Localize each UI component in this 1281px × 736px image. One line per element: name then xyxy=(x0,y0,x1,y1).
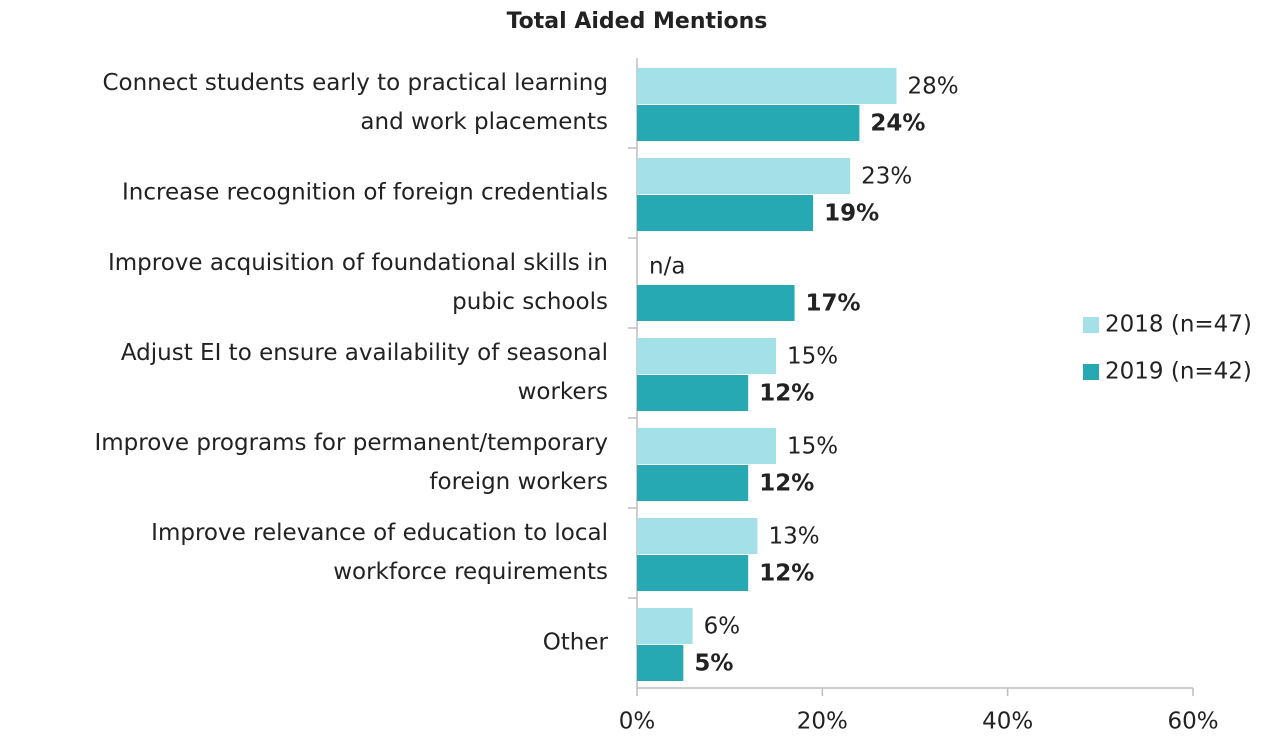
bar xyxy=(637,158,851,194)
value-label: 13% xyxy=(768,524,819,550)
value-label: 6% xyxy=(704,614,741,640)
category-label: Increase recognition of foreign credenti… xyxy=(122,180,608,206)
x-tick-label: 0% xyxy=(619,709,656,735)
legend-swatch xyxy=(1083,364,1099,380)
value-label: 15% xyxy=(787,344,838,370)
bar xyxy=(637,68,897,104)
chart-title: Total Aided Mentions xyxy=(507,9,768,34)
value-label: 28% xyxy=(907,74,958,100)
value-label: 12% xyxy=(759,471,814,497)
value-label: 5% xyxy=(694,651,733,677)
category-label: Improve acquisition of foundational skil… xyxy=(108,250,608,276)
category-label: pubic schools xyxy=(452,289,608,315)
bar xyxy=(637,518,758,554)
bar xyxy=(637,338,776,374)
category-label: foreign workers xyxy=(429,469,608,495)
bar xyxy=(637,285,795,321)
value-label: 12% xyxy=(759,561,814,587)
category-label: Other xyxy=(543,630,609,656)
x-tick-label: 60% xyxy=(1167,709,1218,735)
bar xyxy=(637,555,749,591)
bar xyxy=(637,465,749,501)
x-tick-label: 20% xyxy=(797,709,848,735)
value-label: 12% xyxy=(759,381,814,407)
value-label: n/a xyxy=(649,254,685,280)
bar xyxy=(637,645,684,681)
category-label: Adjust EI to ensure availability of seas… xyxy=(121,340,608,366)
bar xyxy=(637,375,749,411)
value-label: 24% xyxy=(870,111,925,137)
category-label: and work placements xyxy=(360,109,608,135)
category-label: workforce requirements xyxy=(333,559,608,585)
legend-label: 2019 (n=42) xyxy=(1105,359,1252,385)
bar xyxy=(637,428,776,464)
x-tick-label: 40% xyxy=(982,709,1033,735)
value-label: 15% xyxy=(787,434,838,460)
category-label: Improve relevance of education to local xyxy=(151,520,608,546)
bar xyxy=(637,195,814,231)
legend-swatch xyxy=(1083,317,1099,333)
value-label: 19% xyxy=(824,201,879,227)
category-label: Improve programs for permanent/temporary xyxy=(94,430,608,456)
legend-label: 2018 (n=47) xyxy=(1105,312,1252,338)
value-label: 17% xyxy=(806,291,861,317)
category-label: workers xyxy=(518,379,608,405)
bar xyxy=(637,608,693,644)
bar xyxy=(637,105,860,141)
value-label: 23% xyxy=(861,164,912,190)
category-label: Connect students early to practical lear… xyxy=(102,70,608,96)
